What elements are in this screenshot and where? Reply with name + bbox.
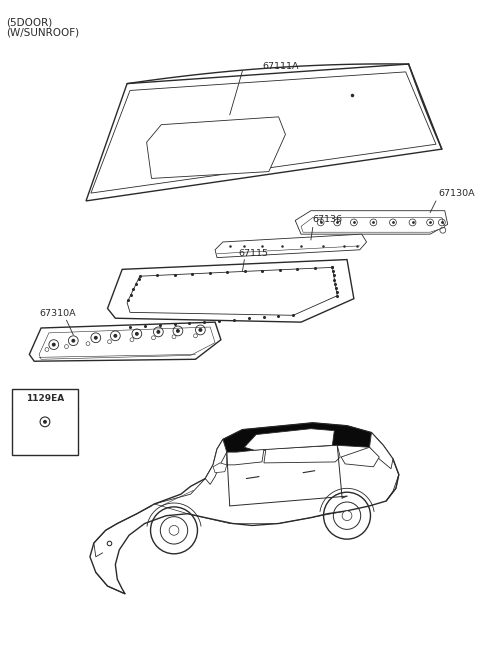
Circle shape xyxy=(113,334,117,338)
Text: 1129EA: 1129EA xyxy=(26,394,64,403)
Circle shape xyxy=(43,420,47,424)
Circle shape xyxy=(135,332,139,336)
Text: 67136: 67136 xyxy=(313,215,343,224)
Polygon shape xyxy=(39,327,215,359)
Polygon shape xyxy=(264,445,340,463)
Circle shape xyxy=(342,511,352,521)
Circle shape xyxy=(156,330,160,334)
Polygon shape xyxy=(127,268,337,316)
Polygon shape xyxy=(301,218,445,232)
Text: (W/SUNROOF): (W/SUNROOF) xyxy=(6,28,79,38)
Polygon shape xyxy=(91,72,436,193)
Text: 67130A: 67130A xyxy=(438,189,475,198)
Polygon shape xyxy=(205,440,227,484)
Polygon shape xyxy=(244,428,334,450)
Circle shape xyxy=(176,329,180,333)
Text: 67115: 67115 xyxy=(239,249,268,258)
Circle shape xyxy=(72,338,75,342)
Polygon shape xyxy=(213,463,227,473)
Polygon shape xyxy=(227,449,264,465)
Polygon shape xyxy=(90,423,399,594)
Polygon shape xyxy=(146,117,286,178)
Polygon shape xyxy=(86,64,442,201)
Text: (5DOOR): (5DOOR) xyxy=(6,17,52,27)
Polygon shape xyxy=(295,211,448,234)
Polygon shape xyxy=(215,234,367,258)
Circle shape xyxy=(169,525,179,535)
Polygon shape xyxy=(223,423,372,452)
Polygon shape xyxy=(108,260,354,322)
Circle shape xyxy=(52,342,56,346)
Bar xyxy=(12,388,78,455)
Circle shape xyxy=(94,336,98,340)
Polygon shape xyxy=(370,432,393,469)
Text: 67111A: 67111A xyxy=(262,62,299,71)
Polygon shape xyxy=(341,447,379,467)
Polygon shape xyxy=(29,322,221,361)
Circle shape xyxy=(198,328,203,332)
Text: 67310A: 67310A xyxy=(39,309,76,318)
